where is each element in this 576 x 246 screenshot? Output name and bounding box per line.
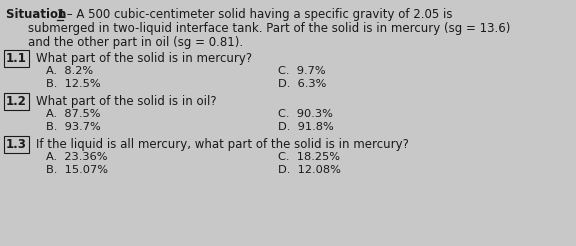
- Text: B.  15.07%: B. 15.07%: [46, 165, 108, 175]
- Text: D.  91.8%: D. 91.8%: [278, 122, 334, 132]
- Text: B.  93.7%: B. 93.7%: [46, 122, 101, 132]
- Text: submerged in two-liquid interface tank. Part of the solid is in mercury (sg = 13: submerged in two-liquid interface tank. …: [28, 22, 510, 35]
- Text: and the other part in oil (sg = 0.81).: and the other part in oil (sg = 0.81).: [28, 36, 243, 49]
- Text: 1.3: 1.3: [6, 138, 27, 151]
- Text: 1: 1: [57, 8, 65, 21]
- Text: If the liquid is all mercury, what part of the solid is in mercury?: If the liquid is all mercury, what part …: [36, 138, 409, 151]
- Text: D.  12.08%: D. 12.08%: [278, 165, 341, 175]
- Text: What part of the solid is in oil?: What part of the solid is in oil?: [36, 95, 217, 108]
- Text: Situation: Situation: [6, 8, 70, 21]
- Text: A.  23.36%: A. 23.36%: [46, 152, 108, 162]
- Text: C.  9.7%: C. 9.7%: [278, 66, 325, 76]
- Text: C.  90.3%: C. 90.3%: [278, 109, 333, 119]
- Text: A.  8.2%: A. 8.2%: [46, 66, 93, 76]
- Text: D.  6.3%: D. 6.3%: [278, 79, 327, 89]
- Text: – A 500 cubic-centimeter solid having a specific gravity of 2.05 is: – A 500 cubic-centimeter solid having a …: [63, 8, 453, 21]
- Text: 1.2: 1.2: [6, 95, 27, 108]
- Text: C.  18.25%: C. 18.25%: [278, 152, 340, 162]
- Text: A.  87.5%: A. 87.5%: [46, 109, 100, 119]
- Text: What part of the solid is in mercury?: What part of the solid is in mercury?: [36, 52, 252, 65]
- Text: B.  12.5%: B. 12.5%: [46, 79, 101, 89]
- Text: 1.1: 1.1: [6, 52, 27, 65]
